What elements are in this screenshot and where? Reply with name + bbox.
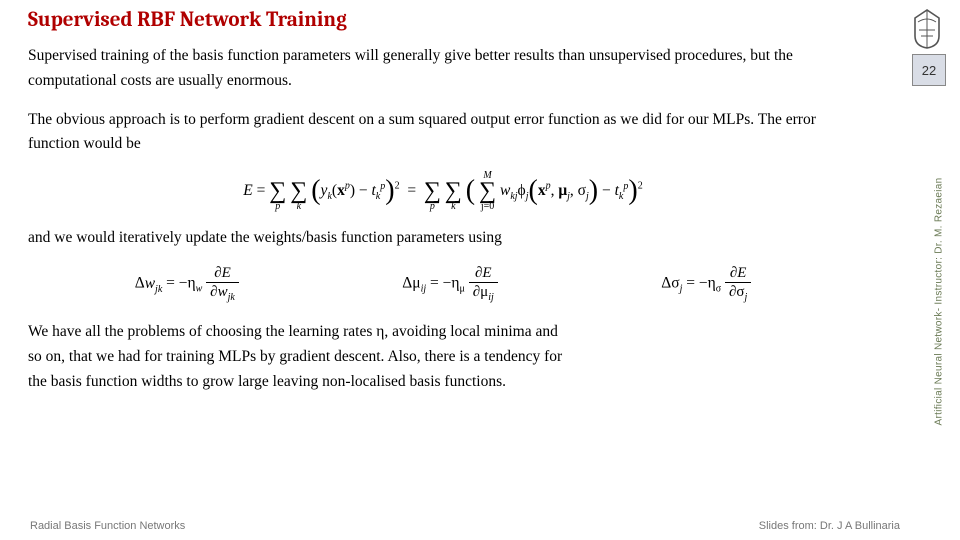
slide-container: Supervised RBF Network Training 22 Super… (0, 0, 960, 540)
eq-dsigma: Δσj = −ησ ∂E∂σj (661, 264, 751, 304)
footer-left: Radial Basis Function Networks (30, 520, 185, 532)
paragraph-2: The obvious approach is to perform gradi… (28, 108, 858, 158)
sidebar-text: Artificial Neural Network- Instructor: D… (934, 177, 945, 425)
page-number-box: 22 (912, 54, 946, 86)
paragraph-1: Supervised training of the basis functio… (28, 44, 858, 94)
university-logo (904, 6, 950, 57)
page-number: 22 (922, 63, 936, 78)
equation-updates: Δwjk = −ηw ∂E∂wjk Δμij = −ημ ∂E∂μij Δσj … (53, 264, 833, 304)
eq-dmu: Δμij = −ημ ∂E∂μij (402, 264, 497, 304)
sidebar-credit: Artificial Neural Network- Instructor: D… (930, 92, 948, 510)
eq-dw: Δwjk = −ηw ∂E∂wjk (135, 264, 239, 304)
body-content: Supervised training of the basis functio… (28, 44, 858, 395)
paragraph-4b: so on, that we had for training MLPs by … (28, 345, 858, 370)
paragraph-3: and we would iteratively update the weig… (28, 226, 858, 251)
slide-title: Supervised RBF Network Training (28, 8, 932, 32)
equation-error: E = ∑p ∑k (yk(xp) − tkp)2 = ∑p ∑k ( M∑j=… (28, 171, 858, 211)
paragraph-4a: We have all the problems of choosing the… (28, 320, 858, 345)
paragraph-4c: the basis function widths to grow large … (28, 370, 858, 395)
footer-right: Slides from: Dr. J A Bullinaria (759, 520, 900, 532)
